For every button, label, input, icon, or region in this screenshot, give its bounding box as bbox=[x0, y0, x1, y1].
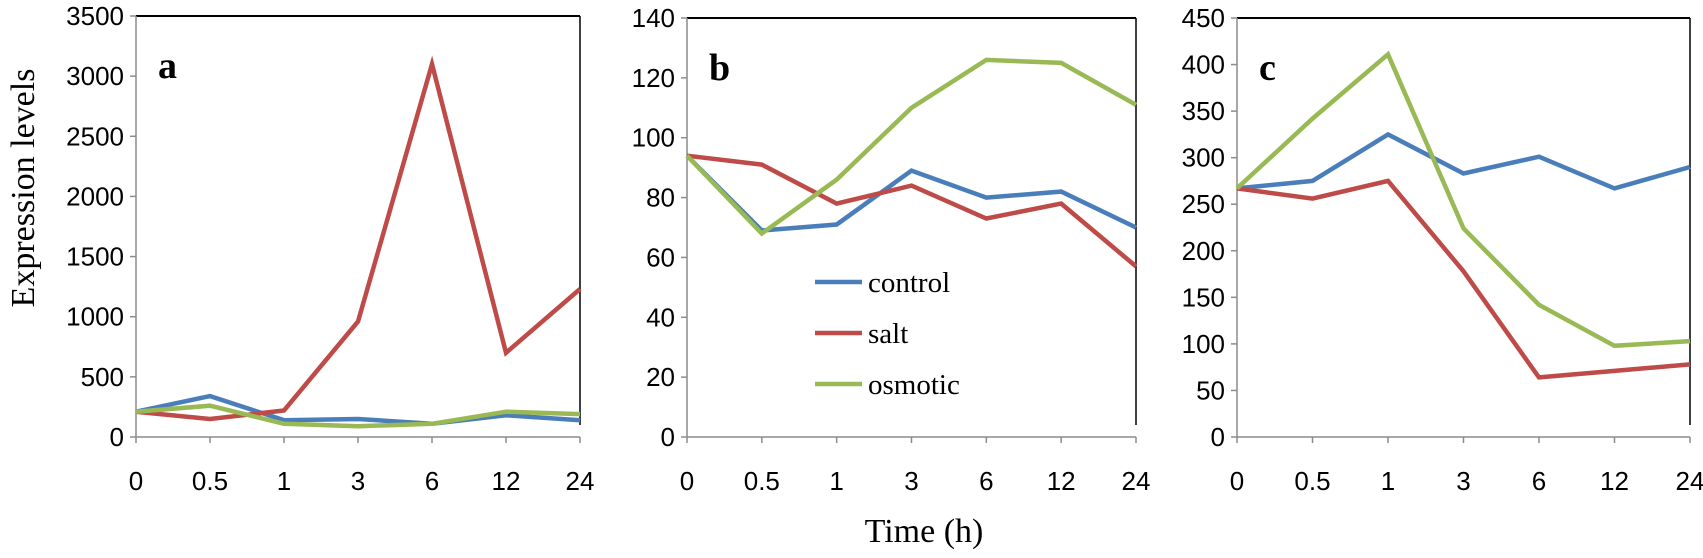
x-tick-label: 0 bbox=[129, 466, 143, 496]
x-tick-label: 12 bbox=[1047, 466, 1076, 496]
x-tick-label: 1 bbox=[1381, 466, 1395, 496]
x-tick-label: 0 bbox=[1230, 466, 1244, 496]
panel-label: a bbox=[158, 45, 177, 87]
y-tick-label: 2500 bbox=[66, 121, 124, 151]
x-tick-label: 3 bbox=[1456, 466, 1470, 496]
x-tick-label: 0 bbox=[680, 466, 694, 496]
legend-label: control bbox=[868, 267, 950, 299]
x-tick-label: 6 bbox=[1532, 466, 1546, 496]
legend-label: salt bbox=[868, 318, 908, 350]
series-line-osmotic bbox=[1235, 50, 1691, 349]
x-tick-label: 3 bbox=[904, 466, 918, 496]
y-tick-label: 140 bbox=[632, 3, 675, 33]
x-tick-label: 0.5 bbox=[744, 466, 780, 496]
legend-item-control: control bbox=[815, 267, 950, 299]
y-tick-label: 0 bbox=[110, 422, 124, 452]
y-tick-label: 250 bbox=[1182, 189, 1225, 219]
y-tick-label: 500 bbox=[81, 362, 124, 392]
y-tick-label: 50 bbox=[1196, 375, 1225, 405]
y-tick-label: 40 bbox=[646, 302, 675, 332]
y-tick-label: 3000 bbox=[66, 61, 124, 91]
x-tick-label: 12 bbox=[1600, 466, 1629, 496]
x-tick-label: 12 bbox=[492, 466, 521, 496]
y-tick-label: 100 bbox=[632, 123, 675, 153]
y-tick-label: 60 bbox=[646, 242, 675, 272]
series-line-control bbox=[1236, 131, 1691, 191]
series-line-salt bbox=[686, 153, 1138, 269]
series-line-control bbox=[685, 154, 1137, 233]
series-line-control bbox=[135, 393, 581, 427]
panel-label: c bbox=[1259, 47, 1276, 89]
x-axis-title: Time (h) bbox=[865, 513, 984, 550]
x-tick-label: 3 bbox=[351, 466, 365, 496]
x-tick-label: 0.5 bbox=[1294, 466, 1330, 496]
y-tick-label: 400 bbox=[1182, 50, 1225, 80]
panel-c: 0 50 100 150 200 250 300 350 400 450 0 0.5 1 3 6 12 24 c bbox=[1182, 3, 1703, 496]
x-tick-label: 0.5 bbox=[192, 466, 228, 496]
series-line-osmotic bbox=[685, 57, 1138, 237]
x-tick-label: 6 bbox=[979, 466, 993, 496]
panel-b: 0 20 40 60 80 100 120 140 0 0.5 1 3 6 12 24 b bbox=[632, 3, 1151, 496]
series-line-osmotic bbox=[135, 403, 581, 429]
panel-label: b bbox=[709, 47, 730, 89]
legend-item-osmotic: osmotic bbox=[815, 369, 960, 401]
y-tick-label: 20 bbox=[646, 362, 675, 392]
x-tick-label: 1 bbox=[829, 466, 843, 496]
y-tick-label: 300 bbox=[1182, 143, 1225, 173]
y-tick-label: 0 bbox=[661, 422, 675, 452]
series-line-salt bbox=[135, 55, 582, 422]
y-tick-label: 3500 bbox=[66, 1, 124, 31]
y-tick-label: 1000 bbox=[66, 302, 124, 332]
x-tick-label: 6 bbox=[425, 466, 439, 496]
y-tick-label: 100 bbox=[1182, 329, 1225, 359]
y-tick-label: 0 bbox=[1211, 422, 1225, 452]
x-tick-label: 24 bbox=[1122, 466, 1151, 496]
x-tick-label: 24 bbox=[566, 466, 595, 496]
panel-a: 0 500 1000 1500 2000 2500 3000 3500 0 0.5 1 3 6 12 24 a bbox=[66, 1, 594, 496]
y-tick-label: 350 bbox=[1182, 96, 1225, 126]
y-tick-label: 200 bbox=[1182, 236, 1225, 266]
y-tick-label: 2000 bbox=[66, 181, 124, 211]
y-tick-label: 120 bbox=[632, 63, 675, 93]
legend-item-salt: salt bbox=[815, 318, 908, 350]
x-tick-label: 1 bbox=[277, 466, 291, 496]
series-line-salt bbox=[1236, 178, 1691, 380]
legend-label: osmotic bbox=[868, 369, 960, 401]
legend: control salt osmotic bbox=[815, 267, 960, 401]
x-tick-label: 24 bbox=[1676, 466, 1703, 496]
y-tick-label: 80 bbox=[646, 183, 675, 213]
y-tick-label: 150 bbox=[1182, 282, 1225, 312]
y-tick-label: 450 bbox=[1182, 3, 1225, 33]
y-tick-label: 1500 bbox=[66, 242, 124, 272]
y-axis-title: Expression levels bbox=[5, 69, 42, 308]
